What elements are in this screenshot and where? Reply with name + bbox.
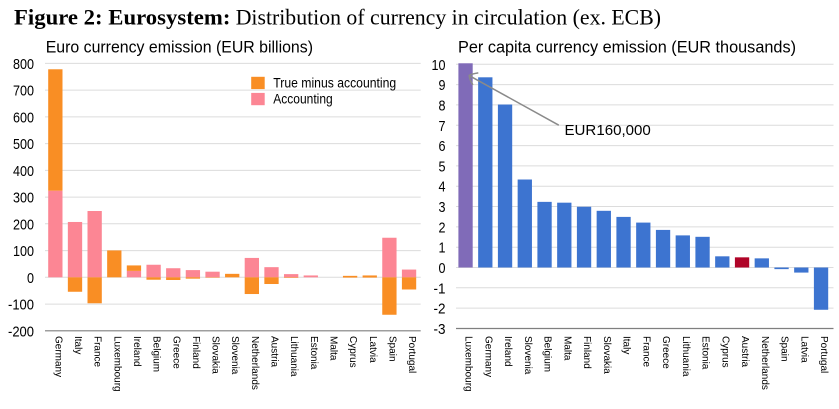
svg-text:-3: -3 [434, 321, 446, 338]
svg-text:Malta: Malta [327, 336, 338, 361]
svg-text:Malta: Malta [561, 336, 572, 361]
svg-text:5: 5 [439, 158, 446, 175]
svg-text:Cyprus: Cyprus [347, 336, 358, 368]
svg-text:1: 1 [439, 240, 446, 257]
svg-text:Latvia: Latvia [798, 336, 809, 363]
svg-text:7: 7 [439, 118, 446, 135]
svg-text:Netherlands: Netherlands [249, 336, 260, 390]
svg-text:Belgium: Belgium [542, 336, 553, 372]
svg-text:Greece: Greece [170, 336, 181, 369]
svg-text:100: 100 [13, 243, 34, 260]
svg-text:Spain: Spain [779, 336, 790, 362]
svg-text:Portugal: Portugal [406, 336, 417, 373]
svg-text:Portugal: Portugal [818, 336, 829, 373]
svg-text:Greece: Greece [660, 336, 671, 369]
svg-text:Distribution of currency in ci: Distribution of currency in circulation … [236, 5, 661, 30]
svg-text:6: 6 [439, 138, 446, 155]
svg-text:-100: -100 [8, 297, 34, 314]
svg-text:Italy: Italy [621, 336, 632, 354]
svg-text:3: 3 [439, 199, 446, 216]
svg-text:Slovenia: Slovenia [522, 336, 533, 375]
svg-text:Ireland: Ireland [502, 336, 513, 367]
svg-text:Euro currency emission (EUR bi: Euro currency emission (EUR billions) [46, 37, 313, 56]
svg-text:-200: -200 [8, 323, 34, 340]
svg-text:True minus accounting: True minus accounting [273, 76, 396, 91]
svg-text:Germany: Germany [482, 336, 493, 377]
svg-text:Latvia: Latvia [367, 336, 378, 363]
svg-text:Lithuania: Lithuania [288, 336, 299, 377]
svg-text:8: 8 [439, 97, 446, 114]
svg-text:Finland: Finland [581, 336, 592, 369]
svg-text:EUR160,000: EUR160,000 [565, 122, 651, 139]
svg-text:Per capita currency emission (: Per capita currency emission (EUR thousa… [458, 37, 796, 56]
svg-text:Cyprus: Cyprus [719, 336, 730, 368]
svg-text:Ireland: Ireland [131, 336, 142, 367]
svg-text:4: 4 [439, 179, 446, 196]
svg-text:Slovakia: Slovakia [601, 336, 612, 374]
svg-text:10: 10 [432, 57, 446, 74]
svg-text:Belgium: Belgium [151, 336, 162, 372]
svg-text:Slovakia: Slovakia [210, 336, 221, 374]
svg-text:Lithuania: Lithuania [680, 336, 691, 377]
svg-text:France: France [92, 336, 103, 368]
svg-text:-1: -1 [434, 280, 446, 297]
svg-text:Austria: Austria [739, 336, 750, 368]
svg-text:800: 800 [13, 56, 34, 73]
svg-text:200: 200 [13, 216, 34, 233]
svg-text:Luxembourg: Luxembourg [463, 336, 474, 392]
svg-text:France: France [640, 336, 651, 368]
svg-text:Italy: Italy [72, 336, 83, 354]
svg-text:9: 9 [439, 77, 446, 94]
svg-text:Estonia: Estonia [700, 336, 711, 370]
svg-text:500: 500 [13, 136, 34, 153]
svg-text:0: 0 [27, 270, 34, 287]
svg-text:Spain: Spain [386, 336, 397, 362]
svg-text:Luxembourg: Luxembourg [111, 336, 122, 392]
svg-text:Figure 2: Eurosystem:: Figure 2: Eurosystem: [14, 5, 230, 30]
svg-text:Accounting: Accounting [273, 92, 332, 107]
svg-text:Netherlands: Netherlands [759, 336, 770, 390]
svg-text:Slovenia: Slovenia [229, 336, 240, 375]
svg-text:600: 600 [13, 109, 34, 126]
svg-text:0: 0 [439, 260, 446, 277]
svg-text:Estonia: Estonia [308, 336, 319, 370]
svg-text:400: 400 [13, 163, 34, 180]
svg-text:Finland: Finland [190, 336, 201, 369]
svg-text:700: 700 [13, 83, 34, 100]
svg-text:Austria: Austria [269, 336, 280, 368]
svg-text:-2: -2 [434, 301, 446, 318]
svg-text:300: 300 [13, 190, 34, 207]
svg-text:2: 2 [439, 219, 446, 236]
svg-text:Germany: Germany [52, 336, 63, 377]
